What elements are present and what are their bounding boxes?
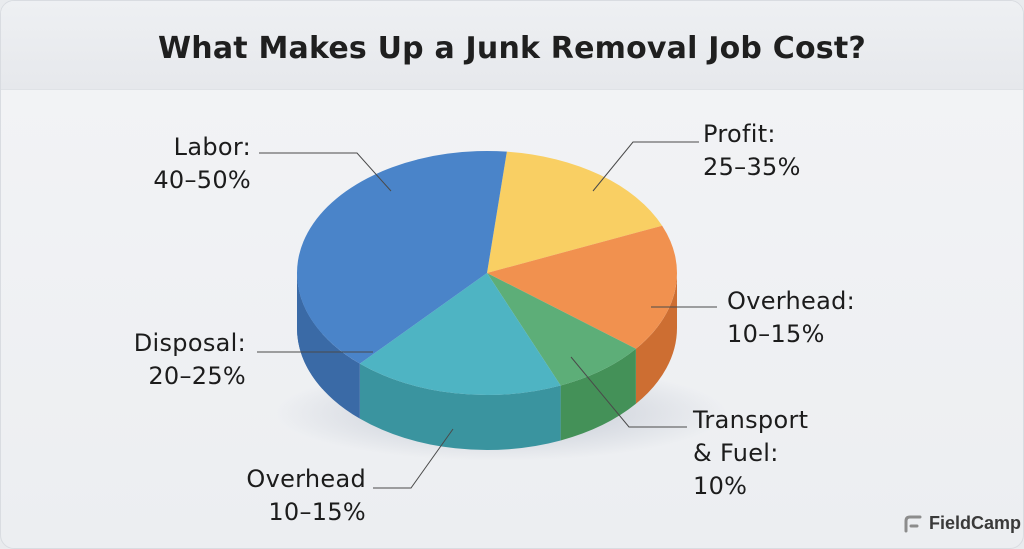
label-profit: Profit: 25–35% bbox=[703, 118, 873, 184]
leader-overhead-bottom bbox=[373, 428, 454, 489]
label-transport: Transport & Fuel: 10% bbox=[693, 404, 893, 503]
fieldcamp-logo-icon bbox=[904, 515, 922, 532]
label-labor-name: Labor: bbox=[173, 133, 251, 161]
pie-slice-transport bbox=[487, 273, 636, 386]
pie-side-overhead_bottom bbox=[359, 363, 561, 451]
label-disposal-name: Disposal: bbox=[133, 329, 246, 357]
label-overhead-bottom: Overhead 10–15% bbox=[211, 463, 366, 529]
label-overhead-right-value: 10–15% bbox=[727, 320, 825, 348]
pie-side-overhead_right bbox=[635, 273, 677, 404]
pie-slice-overhead_right bbox=[487, 225, 678, 349]
label-disposal-value: 20–25% bbox=[148, 362, 246, 390]
label-transport-name: Transport bbox=[693, 406, 809, 434]
chart-title: What Makes Up a Junk Removal Job Cost? bbox=[158, 31, 866, 66]
label-overhead-bottom-name: Overhead bbox=[246, 465, 366, 493]
label-overhead-right: Overhead: 10–15% bbox=[727, 285, 927, 351]
label-profit-name: Profit: bbox=[703, 120, 776, 148]
pie-slice-profit bbox=[487, 151, 663, 273]
pie-side-labor-edge bbox=[297, 273, 323, 389]
label-labor: Labor: 40–50% bbox=[121, 131, 251, 197]
pie-slice-overhead_bottom bbox=[359, 273, 561, 395]
label-profit-value: 25–35% bbox=[703, 153, 801, 181]
pie-slice-labor bbox=[297, 151, 507, 364]
label-overhead-right-name: Overhead: bbox=[727, 287, 856, 315]
logo-text: FieldCamp bbox=[929, 513, 1022, 533]
label-labor-value: 40–50% bbox=[153, 166, 251, 194]
label-transport-value: 10% bbox=[693, 472, 748, 500]
label-transport-name2: & Fuel: bbox=[693, 439, 779, 467]
fieldcamp-logo: FieldCamp bbox=[903, 513, 1021, 534]
label-disposal: Disposal: 20–25% bbox=[101, 327, 246, 393]
leader-labor bbox=[259, 152, 392, 192]
leader-profit bbox=[592, 141, 699, 192]
label-overhead-bottom-value: 10–15% bbox=[268, 498, 366, 526]
title-band bbox=[1, 1, 1023, 90]
pie-side-labor bbox=[297, 273, 360, 419]
leader-transport bbox=[570, 356, 687, 428]
pie-side-transport bbox=[560, 348, 636, 441]
